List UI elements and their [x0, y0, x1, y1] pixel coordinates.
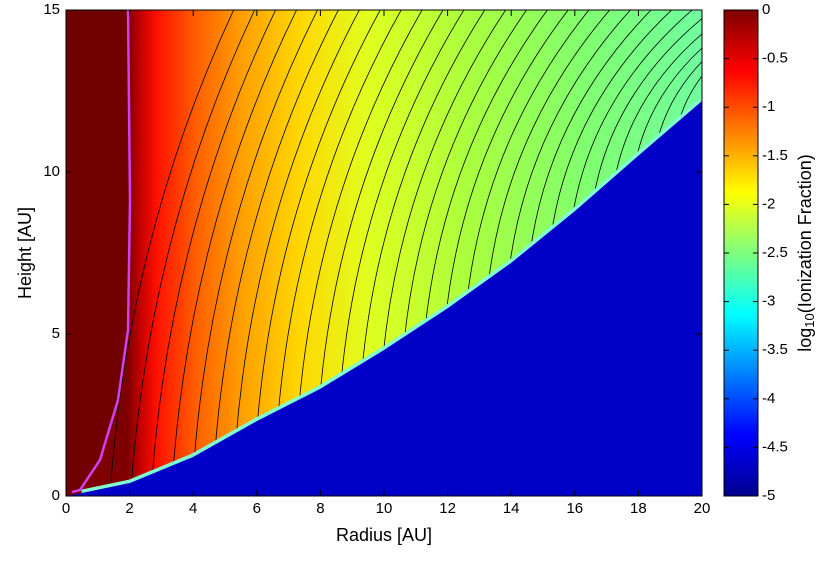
- x-tick-label: 4: [189, 500, 197, 517]
- magenta-contour: [71, 10, 132, 494]
- x-tick-label: 16: [566, 500, 583, 517]
- colorbar-tick-label: -3.5: [762, 341, 788, 358]
- colorbar-tick-label: -4: [762, 390, 775, 407]
- contour-line: [109, 10, 235, 494]
- x-tick-label: 14: [503, 500, 520, 517]
- contour-line: [424, 10, 548, 330]
- colorbar-tick-label: -1.5: [762, 147, 788, 164]
- contour-line: [130, 10, 256, 489]
- colorbar: [723, 9, 759, 497]
- contour-line: [634, 47, 702, 165]
- colorbar-tick-label: 0: [762, 1, 770, 18]
- x-tick-label: 20: [694, 500, 711, 517]
- colorbar-tick-label: -2: [762, 195, 775, 212]
- colorbar-tick-label: -0.5: [762, 50, 788, 67]
- contour-line: [193, 10, 318, 463]
- contour-line: [550, 10, 673, 237]
- x-axis-label: Radius [AU]: [336, 525, 432, 545]
- contour-line: [487, 10, 611, 286]
- colorbar-tick-label: -4.5: [762, 438, 788, 455]
- colorbar-label-subscript: 10: [802, 313, 817, 327]
- colorbar-tick-label: -3: [762, 293, 775, 310]
- contour-line: [529, 10, 652, 254]
- y-tick-label: 15: [43, 1, 60, 18]
- y-axis-label: Height [AU]: [15, 207, 35, 299]
- contour-line: [445, 10, 569, 316]
- contour-line: [214, 10, 339, 451]
- x-tick-label: 10: [376, 500, 393, 517]
- contour-line: [466, 10, 590, 301]
- colorbar-tick-label: -1: [762, 98, 775, 115]
- contour-line: [403, 10, 528, 343]
- x-tick-label: 8: [316, 500, 324, 517]
- colorbar-tick-label: -5: [762, 487, 775, 504]
- x-tick-label: 0: [62, 500, 70, 517]
- colorbar-label-suffix: (Ionization Fraction): [795, 154, 815, 313]
- contour-line: [256, 10, 381, 428]
- contour-line: [613, 33, 702, 184]
- high-region: [66, 10, 130, 496]
- contour-line: [319, 10, 444, 396]
- colorbar-tick-label: -2.5: [762, 244, 788, 261]
- contour-line: [298, 10, 423, 406]
- contour-line: [172, 10, 298, 472]
- x-tick-label: 6: [253, 500, 261, 517]
- colorbar-label: log10(Ionization Fraction): [795, 154, 818, 352]
- contour-line: [508, 10, 632, 271]
- field: [66, 10, 702, 496]
- contour-line: [151, 10, 277, 480]
- low-region: [66, 101, 702, 496]
- contour-line: [655, 61, 702, 147]
- contour-line: [361, 10, 486, 370]
- contour-line: [340, 10, 465, 383]
- contour-line: [277, 10, 402, 417]
- x-tick-label: 2: [125, 500, 133, 517]
- y-tick-label: 5: [52, 325, 60, 342]
- x-tick-label: 12: [439, 500, 456, 517]
- contour-line: [592, 18, 702, 202]
- contour-line: [382, 10, 507, 357]
- contour-line: [571, 10, 693, 220]
- contour-line: [235, 10, 360, 439]
- y-tick-label: 10: [43, 163, 60, 180]
- contour-line: [676, 75, 702, 129]
- contours: [109, 10, 702, 494]
- y-tick-label: 0: [52, 487, 60, 504]
- x-tick-label: 18: [630, 500, 647, 517]
- colorbar-label-text: log: [795, 328, 815, 352]
